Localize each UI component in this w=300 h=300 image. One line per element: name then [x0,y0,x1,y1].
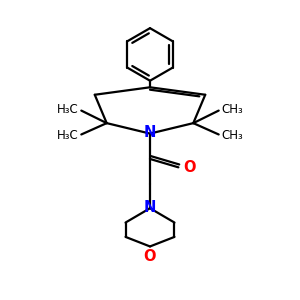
Text: H₃C: H₃C [57,103,79,116]
Text: CH₃: CH₃ [221,130,243,142]
Text: CH₃: CH₃ [221,103,243,116]
Text: O: O [184,160,196,175]
Text: H₃C: H₃C [57,130,79,142]
Text: N: N [144,124,156,140]
Text: N: N [144,200,156,214]
Text: O: O [144,249,156,264]
